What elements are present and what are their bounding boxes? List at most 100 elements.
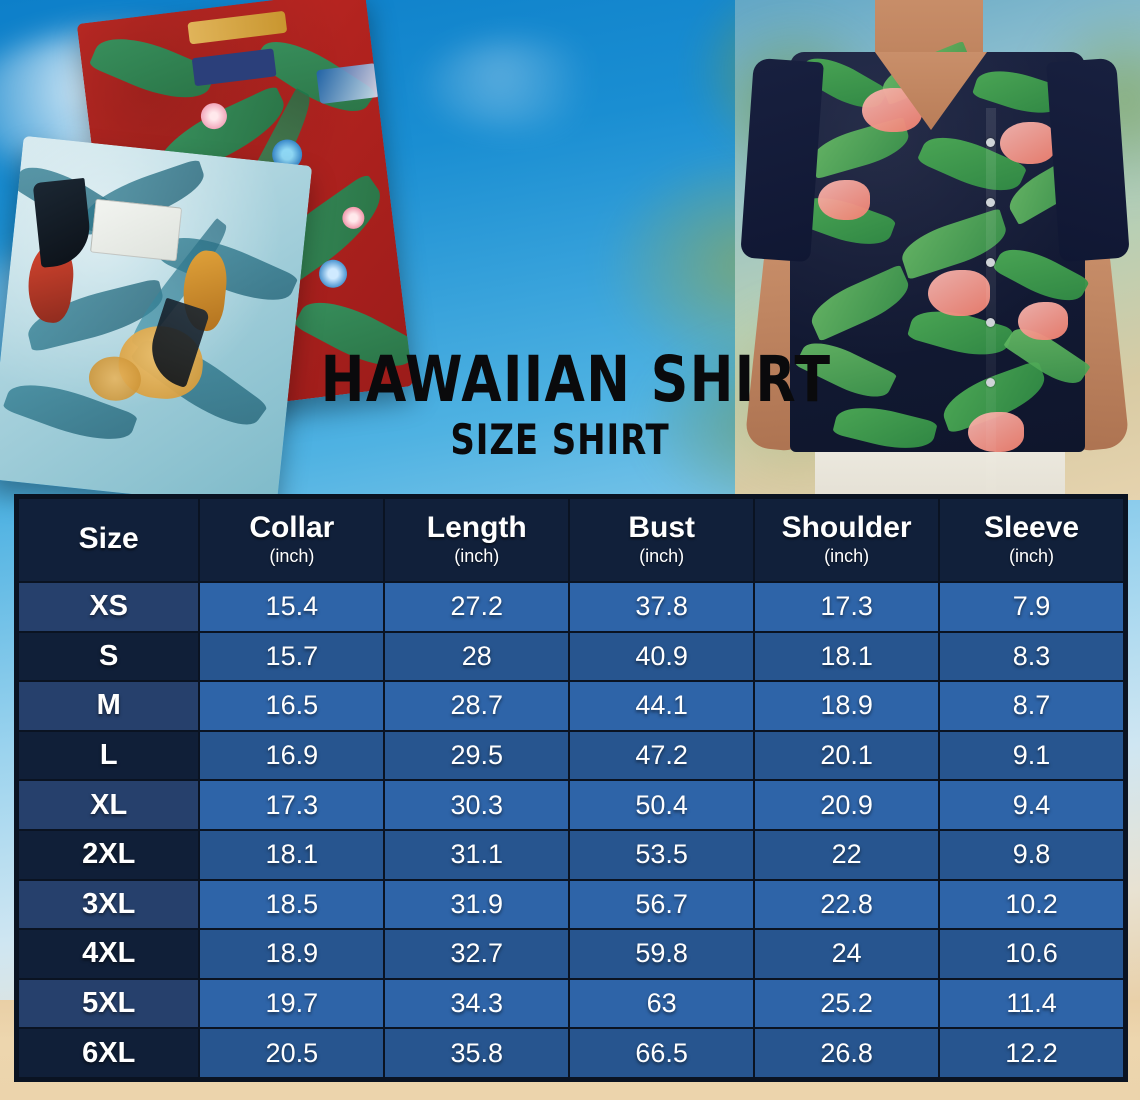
header-cell-length: Length (inch): [383, 497, 571, 583]
table-row: 6XL 20.5 35.8 66.5 26.8 12.2: [16, 1027, 1125, 1079]
cell-bust: 47.2: [568, 729, 756, 782]
cell-bust: 44.1: [568, 680, 756, 732]
cell-size: 3XL: [16, 878, 201, 931]
table-row: S 15.7 28 40.9 18.1 8.3: [16, 630, 1125, 683]
cell-size: 2XL: [16, 828, 201, 881]
shirt-pocket-patch: [90, 198, 183, 262]
cell-collar: 18.1: [198, 828, 386, 881]
cell-length: 34.3: [383, 977, 571, 1030]
header-label: Shoulder: [781, 511, 912, 545]
cell-collar: 16.9: [198, 729, 386, 782]
cell-sleeve: 10.6: [938, 928, 1125, 980]
cell-sleeve: 11.4: [938, 977, 1125, 1030]
cell-bust: 59.8: [568, 928, 756, 980]
size-chart-table: Size Collar (inch) Length (inch) Bust (i…: [16, 497, 1125, 1079]
title-block: HAWAIIAN SHIRT SIZE SHIRT: [300, 343, 832, 464]
cell-collar: 16.5: [198, 680, 386, 732]
table-body: XS 15.4 27.2 37.8 17.3 7.9 S 15.7 28 40.9 18.1 8.3 M…: [16, 581, 1125, 1079]
shirt-sleeve-left: [740, 57, 824, 263]
cell-collar: 15.7: [198, 630, 386, 683]
header-cell-shoulder: Shoulder (inch): [753, 497, 941, 583]
cell-shoulder: 18.1: [753, 630, 941, 683]
cell-shoulder: 24: [753, 928, 941, 980]
teal-hawaiian-shirt: [0, 135, 313, 510]
table-header: Size Collar (inch) Length (inch) Bust (i…: [16, 497, 1125, 583]
cell-bust: 66.5: [568, 1027, 756, 1079]
header-label: Sleeve: [983, 511, 1080, 545]
flamingo-motif: [928, 270, 990, 316]
page-title: HAWAIIAN SHIRT: [320, 343, 832, 416]
cell-sleeve: 12.2: [938, 1027, 1125, 1079]
cell-length: 35.8: [383, 1027, 571, 1079]
cell-length: 29.5: [383, 729, 571, 782]
cell-shoulder: 25.2: [753, 977, 941, 1030]
table-row: M 16.5 28.7 44.1 18.9 8.7: [16, 680, 1125, 732]
cell-shoulder: 22: [753, 828, 941, 881]
cell-collar: 18.5: [198, 878, 386, 931]
cell-collar: 18.9: [198, 928, 386, 980]
table-row: L 16.9 29.5 47.2 20.1 9.1: [16, 729, 1125, 782]
header-unit: (inch): [454, 545, 500, 566]
header-cell-bust: Bust (inch): [568, 497, 756, 583]
header-cell-size: Size: [16, 497, 201, 583]
cell-length: 27.2: [383, 581, 571, 633]
header-cell-sleeve: Sleeve (inch): [938, 497, 1125, 583]
cell-size: 5XL: [16, 977, 201, 1030]
cell-collar: 20.5: [198, 1027, 386, 1079]
table-row: 5XL 19.7 34.3 63 25.2 11.4: [16, 977, 1125, 1030]
header-unit: (inch): [269, 545, 315, 566]
button-placket: [986, 108, 996, 498]
header-unit: (inch): [639, 545, 685, 566]
cell-bust: 53.5: [568, 828, 756, 881]
cell-bust: 56.7: [568, 878, 756, 931]
cell-collar: 15.4: [198, 581, 386, 633]
cell-size: 4XL: [16, 928, 201, 980]
cell-collar: 17.3: [198, 779, 386, 831]
header-row: Size Collar (inch) Length (inch) Bust (i…: [16, 497, 1125, 583]
table-row: XS 15.4 27.2 37.8 17.3 7.9: [16, 581, 1125, 633]
header-label: Length: [426, 511, 527, 545]
header-cell-collar: Collar (inch): [198, 497, 386, 583]
cell-size: 6XL: [16, 1027, 201, 1079]
cell-shoulder: 26.8: [753, 1027, 941, 1079]
header-label: Bust: [628, 511, 696, 545]
model-photo: [735, 0, 1140, 500]
cell-length: 31.9: [383, 878, 571, 931]
cell-sleeve: 8.3: [938, 630, 1125, 683]
cell-bust: 40.9: [568, 630, 756, 683]
cell-bust: 50.4: [568, 779, 756, 831]
cell-length: 28.7: [383, 680, 571, 732]
cell-length: 28: [383, 630, 571, 683]
table-row: 2XL 18.1 31.1 53.5 22 9.8: [16, 828, 1125, 881]
cell-length: 32.7: [383, 928, 571, 980]
size-chart-table-container: Size Collar (inch) Length (inch) Bust (i…: [14, 494, 1128, 1082]
cell-shoulder: 22.8: [753, 878, 941, 931]
table-row: XL 17.3 30.3 50.4 20.9 9.4: [16, 779, 1125, 831]
flamingo-motif: [968, 412, 1024, 452]
cell-shoulder: 20.9: [753, 779, 941, 831]
cell-sleeve: 9.8: [938, 828, 1125, 881]
cell-sleeve: 10.2: [938, 878, 1125, 931]
shirt-sleeve-right: [1046, 57, 1130, 263]
cell-shoulder: 18.9: [753, 680, 941, 732]
cell-sleeve: 9.4: [938, 779, 1125, 831]
cell-size: XL: [16, 779, 201, 831]
cell-sleeve: 9.1: [938, 729, 1125, 782]
cell-shoulder: 20.1: [753, 729, 941, 782]
cell-bust: 37.8: [568, 581, 756, 633]
table-row: 3XL 18.5 31.9 56.7 22.8 10.2: [16, 878, 1125, 931]
header-unit: (inch): [824, 545, 870, 566]
cell-length: 31.1: [383, 828, 571, 881]
cell-size: M: [16, 680, 201, 732]
cell-sleeve: 7.9: [938, 581, 1125, 633]
navy-flamingo-shirt: [790, 40, 1094, 498]
cell-length: 30.3: [383, 779, 571, 831]
page-subtitle: SIZE SHIRT: [450, 415, 670, 464]
shirt-label-patch: [191, 48, 277, 87]
cell-size: S: [16, 630, 201, 683]
flamingo-motif: [818, 180, 870, 220]
cell-size: XS: [16, 581, 201, 633]
header-label: Collar: [249, 511, 335, 545]
cell-bust: 63: [568, 977, 756, 1030]
header-label: Size: [78, 521, 139, 555]
